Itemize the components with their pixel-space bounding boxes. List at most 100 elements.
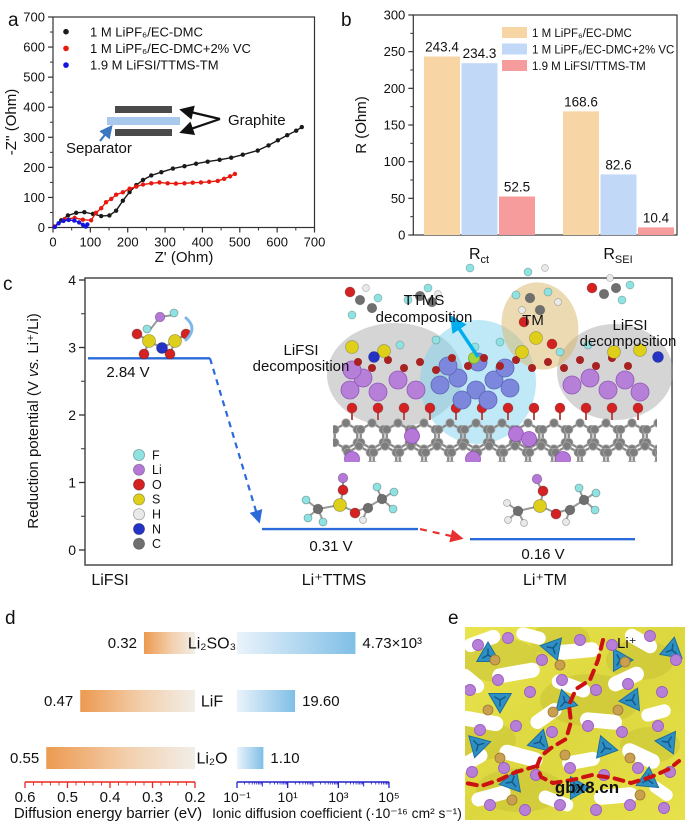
watermark: gbx8.cn	[555, 778, 619, 797]
li-atom	[498, 762, 510, 774]
data-point-series-1	[221, 176, 227, 181]
compound-label: Li₂SO₃	[188, 636, 236, 653]
category-label-rsei: RSEI	[603, 246, 632, 266]
carbon-atom	[356, 424, 366, 435]
y-tick-label: 1	[68, 475, 76, 491]
panel-e-ion-channel-image: gbx8.cn Li⁺	[465, 627, 685, 820]
o-atom-small	[592, 362, 600, 370]
c-c-bond	[660, 466, 671, 473]
rct-base: R	[469, 246, 481, 263]
atom-H	[434, 290, 442, 298]
li-diffusion-path-branch	[465, 764, 539, 789]
atom-Li	[337, 472, 349, 484]
atom-C	[354, 294, 366, 306]
carbon-atom	[575, 418, 585, 428]
barrier-value-label: 0.55	[10, 750, 39, 767]
atom-F	[591, 488, 601, 498]
tetrahedron-edge	[604, 747, 612, 750]
carbon-atom	[459, 468, 467, 476]
carbon-atom	[563, 468, 571, 476]
tan-atom	[619, 656, 631, 668]
atom-O	[502, 402, 514, 414]
bar-value-label: 52.5	[504, 180, 530, 195]
carbon-atom	[500, 460, 507, 462]
carbon-atom	[549, 460, 556, 462]
atom-legend-label-Li: Li	[152, 463, 162, 477]
legend-marker	[63, 45, 69, 52]
atom-O	[550, 508, 562, 520]
bar-rsei-series-0	[563, 111, 599, 235]
carbon-atom	[445, 418, 455, 428]
barrier-tick-label: 0.3	[142, 789, 163, 806]
carbon-atom	[523, 418, 533, 428]
legend-entry: 1 M LiPF₆/EC-DMC+2% VC	[532, 45, 674, 57]
intercalated-li-atom	[465, 451, 481, 462]
ttms-decomposition-label-line2: decomposition	[376, 309, 473, 326]
tetrahedron-edge	[602, 741, 606, 749]
data-point-series-2	[85, 222, 90, 227]
carbon-atom	[614, 441, 624, 451]
c-c-bond	[658, 443, 669, 450]
void-blob	[465, 748, 488, 774]
carbon-atom	[538, 424, 548, 435]
o-atom-small	[576, 356, 584, 364]
lifsi-decomposition-left-line2: decomposition	[253, 358, 350, 375]
data-point-series-0	[217, 157, 222, 163]
atom-O	[337, 484, 349, 496]
carbon-atom	[653, 460, 657, 462]
o-atom-small	[464, 362, 472, 370]
atom-F	[372, 482, 382, 492]
atom-O	[398, 402, 410, 414]
data-point-series-2	[56, 221, 61, 226]
void-blob	[622, 743, 660, 769]
carbon-atom	[369, 447, 379, 458]
li-cluster-atom	[388, 370, 408, 390]
carbon-atom	[526, 460, 533, 462]
li-atom	[624, 799, 636, 811]
carbon-atom	[601, 460, 608, 462]
atom-O	[632, 402, 644, 414]
tetrahedron-edge	[616, 659, 621, 667]
carbon-atom	[460, 424, 470, 435]
atom-H	[562, 518, 570, 526]
c-c-bond	[374, 466, 385, 473]
carbon-atom	[471, 418, 481, 428]
carbon-atom	[499, 447, 509, 458]
tetrahedron-edge	[493, 696, 501, 701]
data-point-series-0	[293, 128, 299, 133]
atom-O	[546, 338, 558, 350]
atom-Li	[531, 473, 543, 485]
atom-legend-sphere-H	[132, 508, 145, 521]
panel-label-d: d	[5, 608, 16, 629]
atom-F	[395, 340, 405, 350]
tetrahedron-edge	[631, 693, 636, 701]
atom-H	[359, 516, 367, 524]
li-atom	[502, 632, 514, 644]
li-atom	[472, 639, 484, 651]
atom-legend-sphere-O	[132, 478, 145, 491]
atom-F	[625, 280, 635, 290]
separator-layer	[107, 117, 180, 125]
atom-F	[389, 487, 399, 497]
carbon-atom	[615, 468, 623, 476]
y-tick-label: 500	[23, 70, 45, 85]
panel-label-b: b	[341, 10, 352, 31]
carbon-atom	[549, 418, 559, 428]
legend-entry: 1 M LiPF₆/EC-DMC	[90, 24, 203, 39]
carbon-atom	[604, 460, 611, 462]
carbon-atom	[458, 441, 468, 451]
atom-H	[362, 284, 370, 292]
li-ion-label: Li⁺	[617, 635, 637, 652]
atom-S	[142, 334, 156, 348]
li-atom	[510, 720, 522, 732]
atom-C	[376, 493, 388, 505]
li-cluster-atom	[580, 368, 600, 388]
barrier-bar-1	[80, 690, 195, 712]
tetrahedron-edge	[559, 701, 566, 708]
graphite-electrode-bottom	[115, 129, 172, 136]
c-c-bond	[452, 466, 463, 473]
carbon-atom	[419, 418, 429, 428]
c-c-bond	[463, 466, 474, 473]
c-c-bond	[645, 466, 656, 473]
data-point-series-1	[227, 174, 233, 179]
